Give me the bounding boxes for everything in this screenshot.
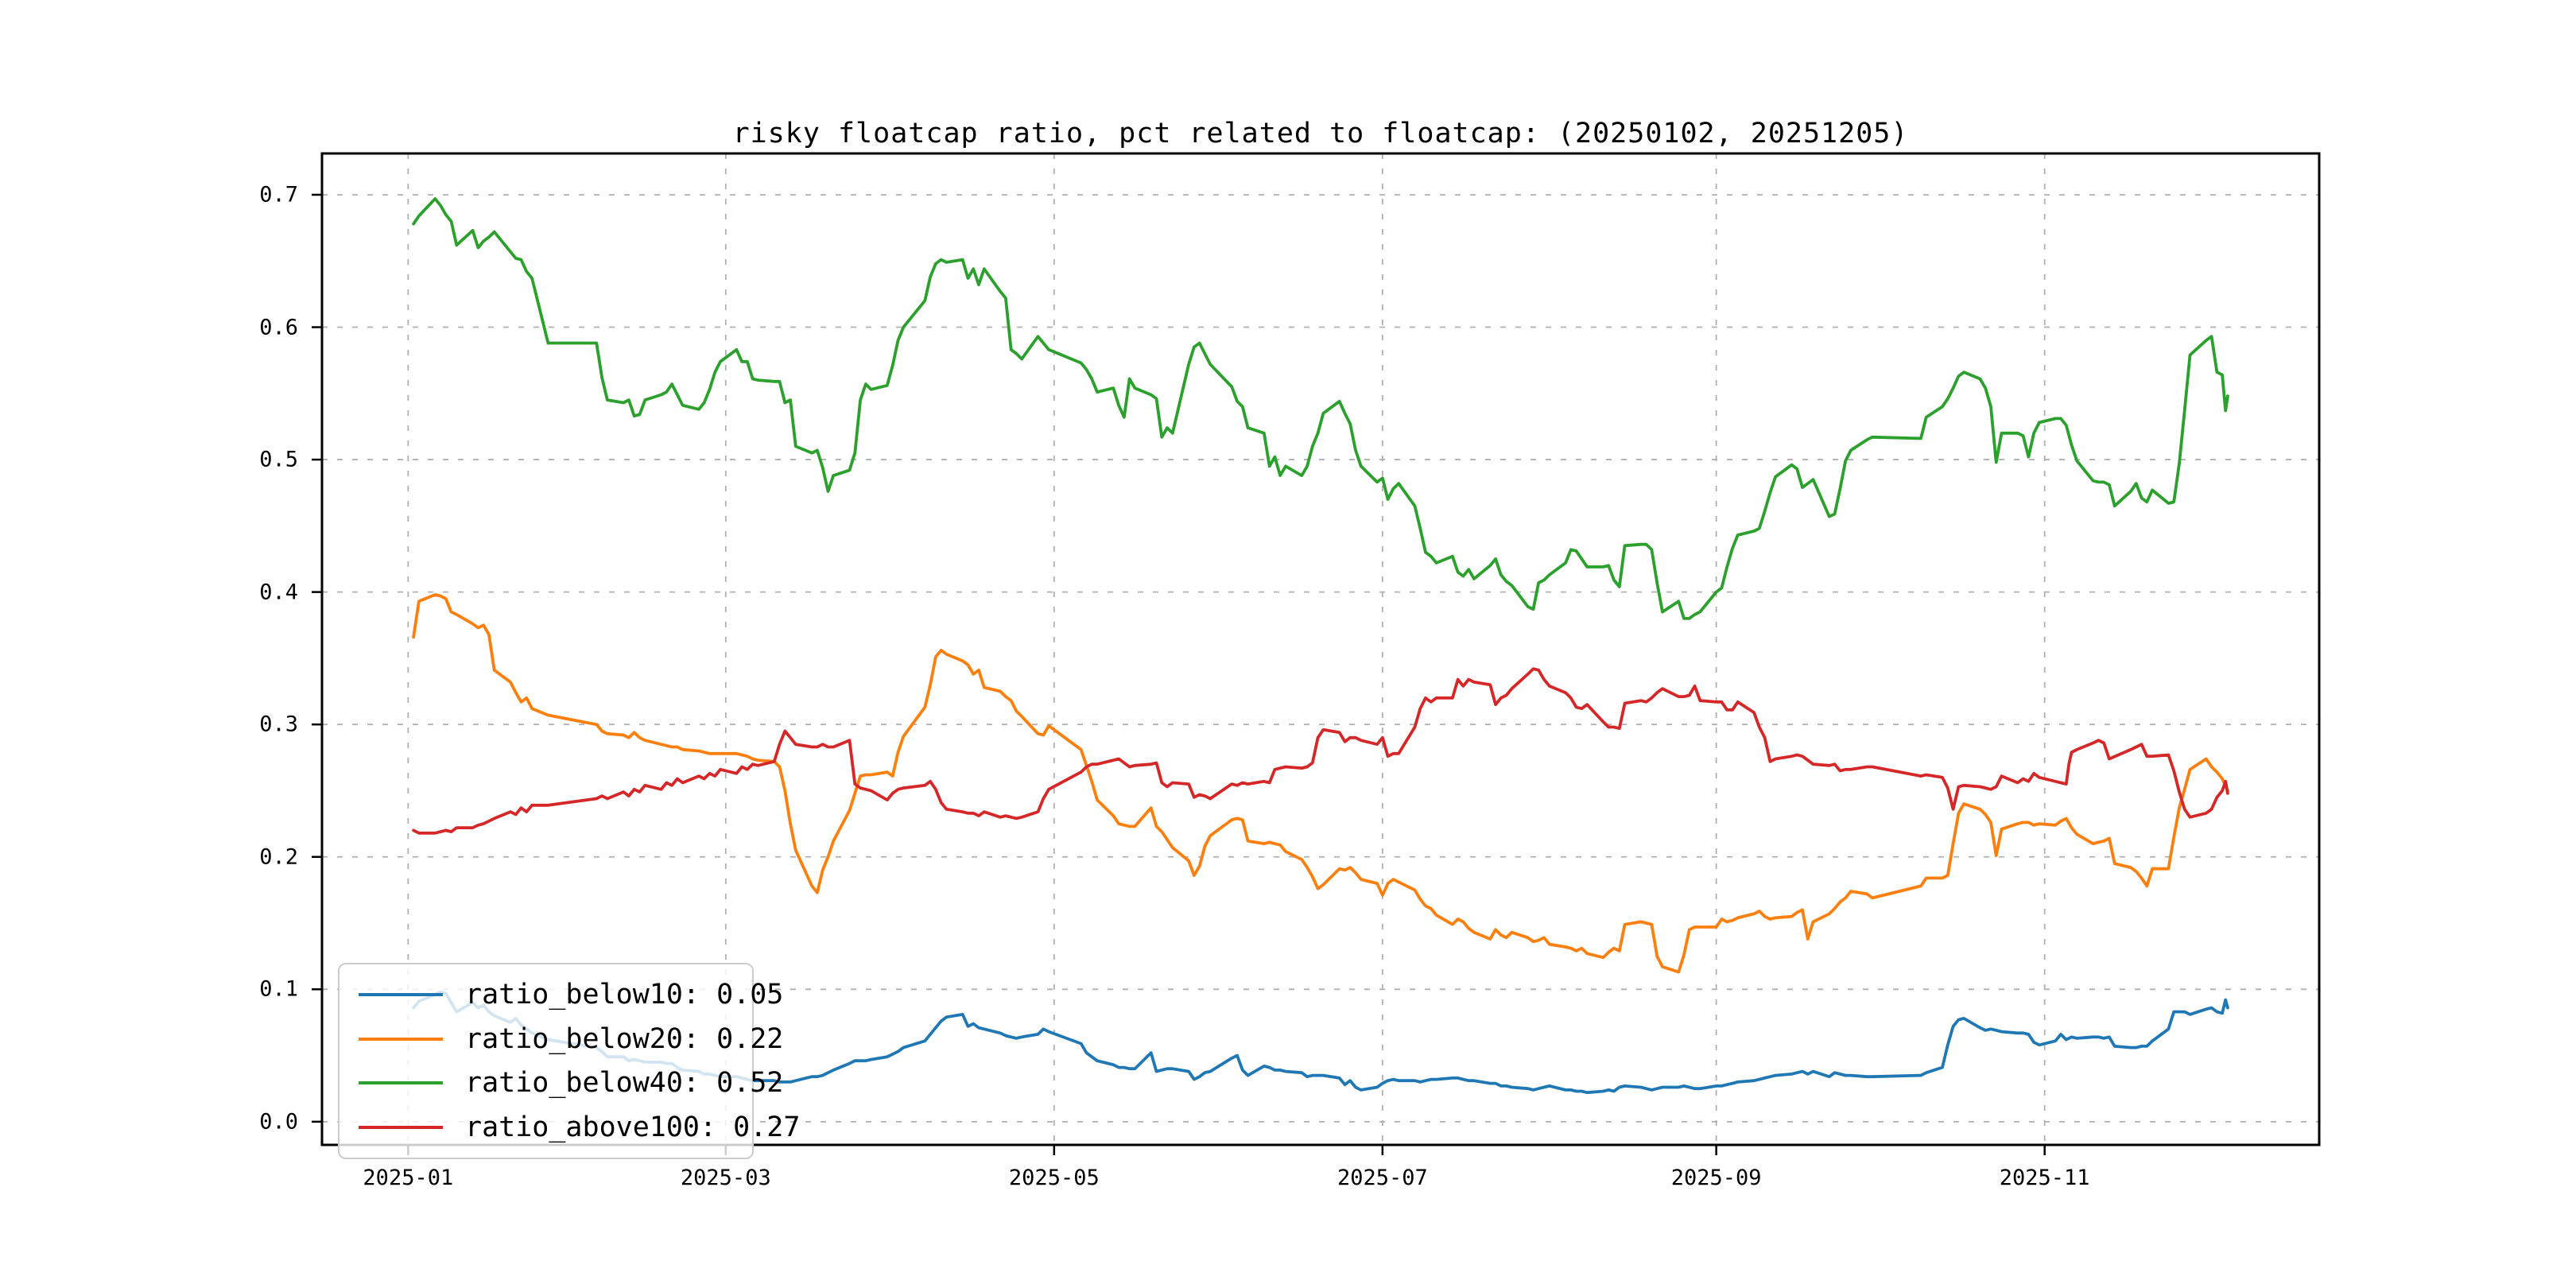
xtick-2025-11: 2025-11 bbox=[1999, 1166, 2090, 1190]
xtick-2025-01: 2025-01 bbox=[363, 1166, 454, 1190]
ytick-0.2: 0.2 bbox=[259, 844, 298, 870]
xtick-2025-05: 2025-05 bbox=[1008, 1166, 1100, 1190]
ytick-0.7: 0.7 bbox=[259, 182, 298, 208]
xtick-2025-07: 2025-07 bbox=[1336, 1166, 1428, 1190]
xtick-2025-03: 2025-03 bbox=[680, 1166, 771, 1190]
legend: ratio_below10: 0.05 ratio_below20: 0.22 … bbox=[338, 963, 800, 1159]
legend-item-ratio-below10: ratio_below10: 0.05 bbox=[339, 974, 783, 1015]
xtick-2025-09: 2025-09 bbox=[1670, 1166, 1762, 1190]
legend-label-ratio-above100: ratio_above100: 0.27 bbox=[465, 1111, 801, 1144]
legend-label-ratio-below20: ratio_below20: 0.22 bbox=[465, 1022, 784, 1055]
ytick-0.4: 0.4 bbox=[259, 580, 298, 605]
ytick-0.3: 0.3 bbox=[259, 712, 298, 737]
legend-swatch-ratio-below20 bbox=[359, 1037, 443, 1041]
ytick-0.1: 0.1 bbox=[259, 976, 298, 1002]
legend-label-ratio-below10: ratio_below10: 0.05 bbox=[465, 978, 784, 1011]
legend-item-ratio-below40: ratio_below40: 0.52 bbox=[339, 1062, 783, 1104]
ytick-0.5: 0.5 bbox=[259, 447, 298, 472]
legend-swatch-ratio-above100 bbox=[359, 1126, 443, 1130]
ytick-0.6: 0.6 bbox=[259, 315, 298, 340]
legend-item-ratio-below20: ratio_below20: 0.22 bbox=[339, 1018, 783, 1060]
ytick-0.0: 0.0 bbox=[259, 1109, 298, 1135]
legend-swatch-ratio-below10 bbox=[359, 992, 443, 996]
legend-item-ratio-above100: ratio_above100: 0.27 bbox=[339, 1107, 800, 1148]
legend-label-ratio-below40: ratio_below40: 0.52 bbox=[465, 1067, 784, 1100]
chart-title: risky floatcap ratio, pct related to flo… bbox=[732, 118, 1909, 149]
legend-swatch-ratio-below40 bbox=[359, 1081, 443, 1085]
